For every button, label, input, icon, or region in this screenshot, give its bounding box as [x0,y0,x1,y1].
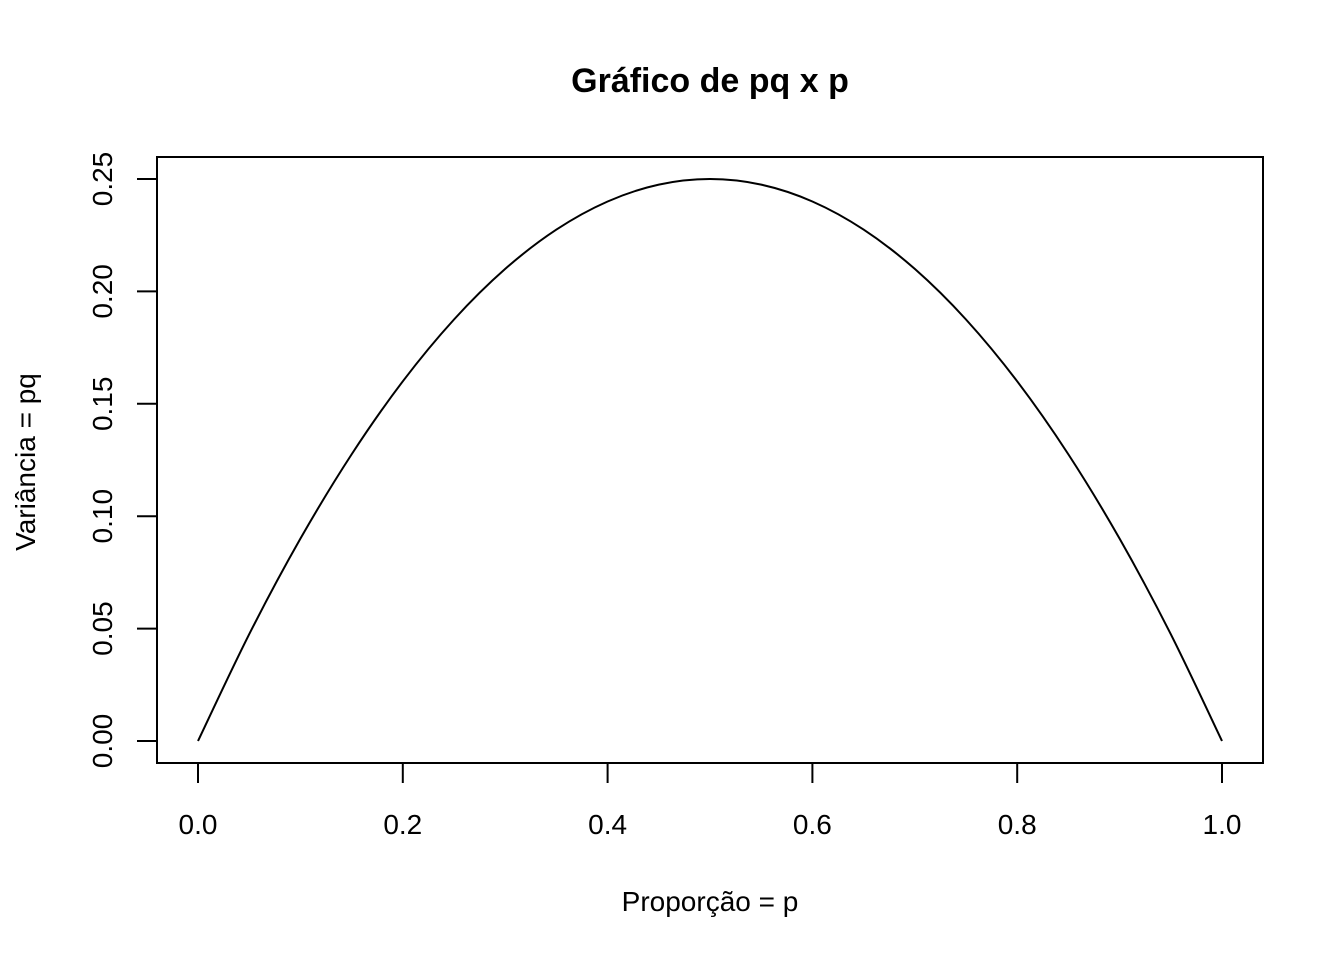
x-tick-label: 0.4 [588,809,627,840]
series-line [197,177,1223,742]
chart-title: Gráfico de pq x p [571,62,849,100]
y-axis: 0.00 0.05 0.10 0.15 0.20 0.25 [87,152,158,769]
series-group [197,177,1223,742]
y-tick-label: 0.10 [87,489,118,544]
x-axis-label: Proporção = p [622,886,799,917]
y-tick-label: 0.05 [87,601,118,656]
y-tick-label: 0.20 [87,264,118,319]
plot-frame [156,156,1264,764]
x-axis: 0.0 0.2 0.4 0.6 0.8 1.0 [179,762,1242,840]
x-tick-label: 0.0 [179,809,218,840]
y-tick-label: 0.00 [87,714,118,769]
x-tick-label: 0.6 [793,809,832,840]
x-tick-label: 0.2 [383,809,422,840]
y-axis-label: Variância = pq [10,373,41,551]
x-tick-label: 1.0 [1203,809,1242,840]
x-tick-label: 0.8 [998,809,1037,840]
y-tick-label: 0.15 [87,377,118,432]
y-tick-label: 0.25 [87,152,118,207]
